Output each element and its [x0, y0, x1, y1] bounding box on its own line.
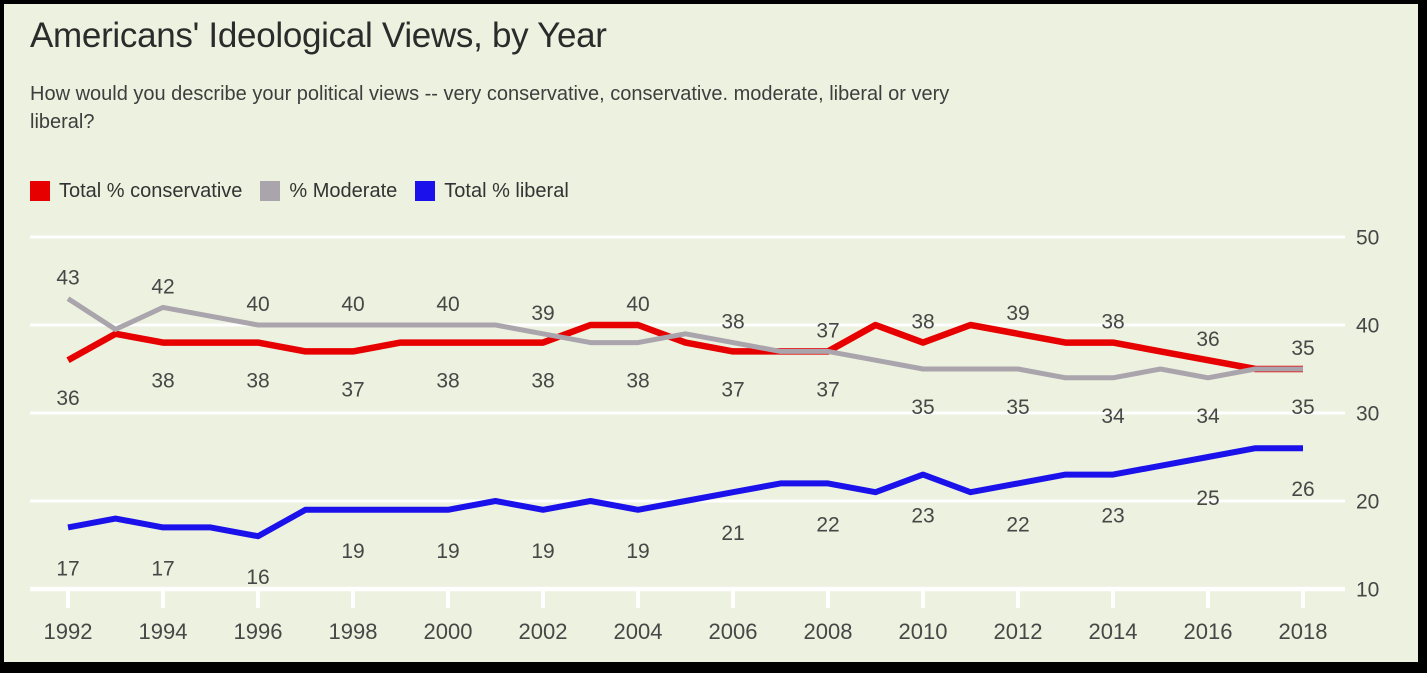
data-label-lower-2008: 37	[816, 378, 839, 401]
x-axis-label-2014: 2014	[1089, 619, 1138, 644]
data-label-upper-2006: 38	[721, 311, 744, 334]
legend-item-conservative: Total % conservative	[30, 180, 242, 203]
data-label-lower-2006: 37	[721, 378, 744, 401]
data-label-liberal-2000: 19	[436, 540, 459, 563]
data-label-lower-2012: 35	[1006, 396, 1029, 419]
data-label-lower-2010: 35	[911, 396, 934, 419]
series-line-liberal	[67, 445, 1303, 540]
data-label-lower-2004: 38	[626, 370, 649, 393]
data-label-liberal-2018: 26	[1291, 478, 1314, 501]
data-label-lower-2018: 35	[1291, 396, 1314, 419]
x-axis-label-2012: 2012	[994, 619, 1043, 644]
y-axis-label-10: 10	[1356, 579, 1379, 602]
legend-label-moderate: % Moderate	[289, 179, 398, 202]
y-axis-label-40: 40	[1356, 315, 1379, 338]
data-label-upper-1994: 42	[151, 275, 174, 298]
data-label-liberal-2012: 22	[1006, 513, 1029, 536]
x-tick-2016	[1206, 591, 1210, 608]
data-label-liberal-1994: 17	[151, 557, 174, 580]
chart-card: Americans' Ideological Views, by Year Ho…	[4, 4, 1418, 662]
y-axis-label-50: 50	[1356, 227, 1379, 250]
x-tick-2014	[1111, 591, 1115, 608]
x-axis-label-2002: 2002	[519, 619, 568, 644]
data-label-upper-2018: 35	[1291, 337, 1314, 360]
x-axis-label-1992: 1992	[44, 619, 93, 644]
data-label-liberal-2006: 21	[721, 522, 744, 545]
data-label-upper-2014: 38	[1101, 311, 1124, 334]
line-chart: 10 20 30 40 50 1992 1994 1996 1998 2000 2002 2004 20…	[30, 227, 1379, 644]
x-axis-label-2016: 2016	[1184, 619, 1233, 644]
legend-item-moderate: % Moderate	[260, 180, 397, 203]
legend-swatch-liberal	[415, 181, 436, 201]
chart-title: Americans' Ideological Views, by Year	[30, 16, 607, 55]
y-axis-label-20: 20	[1356, 491, 1379, 514]
x-tick-2004	[636, 591, 640, 608]
data-label-liberal-2016: 25	[1196, 487, 1219, 510]
x-tick-2006	[731, 591, 735, 608]
x-axis-label-2018: 2018	[1279, 619, 1328, 644]
x-axis-label-1996: 1996	[234, 619, 283, 644]
data-label-upper-1996: 40	[246, 293, 269, 316]
x-tick-2012	[1016, 591, 1020, 608]
legend-label-conservative: Total % conservative	[59, 179, 243, 202]
x-tick-1994	[161, 591, 165, 608]
legend-swatch-conservative	[30, 181, 50, 201]
x-axis-label-2000: 2000	[424, 619, 473, 644]
x-axis-label-1994: 1994	[139, 619, 188, 644]
x-tick-2018	[1301, 591, 1305, 608]
series-line-moderate	[66, 296, 1303, 381]
x-tick-2008	[826, 591, 830, 608]
legend-swatch-moderate	[260, 181, 281, 201]
data-label-upper-2004: 40	[626, 293, 649, 316]
x-tick-2002	[541, 591, 545, 608]
data-label-upper-2002: 39	[531, 302, 554, 325]
x-axis-label-2006: 2006	[709, 619, 758, 644]
legend: Total % conservative % Moderate Total % li…	[30, 180, 587, 202]
x-axis-label-1998: 1998	[329, 619, 378, 644]
data-label-upper-2012: 39	[1006, 302, 1029, 325]
x-axis-label-2010: 2010	[899, 619, 948, 644]
data-label-lower-2016: 34	[1196, 405, 1220, 428]
data-label-liberal-2008: 22	[816, 513, 839, 536]
data-label-upper-2000: 40	[436, 293, 459, 316]
chart-subtitle: How would you describe your political vi…	[30, 83, 950, 133]
x-tick-2000	[446, 591, 450, 608]
x-axis-label-2008: 2008	[804, 619, 853, 644]
data-label-liberal-1998: 19	[341, 540, 364, 563]
data-label-liberal-1992: 17	[56, 557, 79, 580]
data-label-upper-2016: 36	[1196, 328, 1219, 351]
data-label-lower-1992: 36	[56, 387, 79, 410]
data-label-liberal-1996: 16	[246, 566, 269, 589]
data-label-liberal-2010: 23	[911, 505, 934, 528]
x-tick-1992	[66, 591, 70, 608]
data-label-liberal-2002: 19	[531, 540, 554, 563]
x-tick-1996	[256, 591, 260, 608]
data-label-upper-2008: 37	[816, 319, 839, 342]
data-label-lower-1994: 38	[151, 370, 174, 393]
legend-label-liberal: Total % liberal	[444, 179, 569, 202]
y-axis-label-30: 30	[1356, 403, 1379, 426]
data-label-upper-1998: 40	[341, 293, 364, 316]
data-label-lower-1996: 38	[246, 370, 269, 393]
x-tick-2010	[921, 591, 925, 608]
data-label-lower-2014: 34	[1101, 405, 1125, 428]
x-tick-1998	[351, 591, 355, 608]
data-label-liberal-2014: 23	[1101, 505, 1124, 528]
legend-item-liberal: Total % liberal	[415, 180, 569, 203]
data-label-upper-1992: 43	[56, 267, 79, 290]
series-line-conservative	[66, 321, 1303, 373]
data-label-liberal-2004: 19	[626, 540, 649, 563]
x-axis-label-2004: 2004	[614, 619, 663, 644]
data-label-lower-2002: 38	[531, 370, 554, 393]
data-label-lower-1998: 37	[341, 378, 364, 401]
data-label-lower-2000: 38	[436, 370, 459, 393]
data-label-upper-2010: 38	[911, 311, 934, 334]
